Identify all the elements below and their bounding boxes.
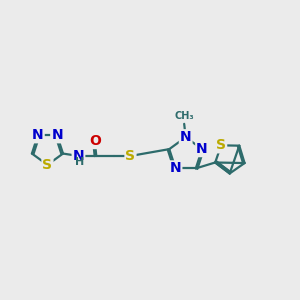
Text: S: S — [43, 158, 52, 172]
Text: CH₃: CH₃ — [174, 111, 194, 121]
Text: H: H — [75, 158, 85, 167]
Text: O: O — [89, 134, 101, 148]
Text: N: N — [32, 128, 44, 142]
Text: N: N — [170, 161, 181, 176]
Text: N: N — [180, 130, 191, 144]
Text: N: N — [51, 128, 63, 142]
Text: S: S — [216, 138, 226, 152]
Text: N: N — [196, 142, 208, 156]
Text: N: N — [73, 149, 84, 163]
Text: S: S — [125, 149, 136, 163]
